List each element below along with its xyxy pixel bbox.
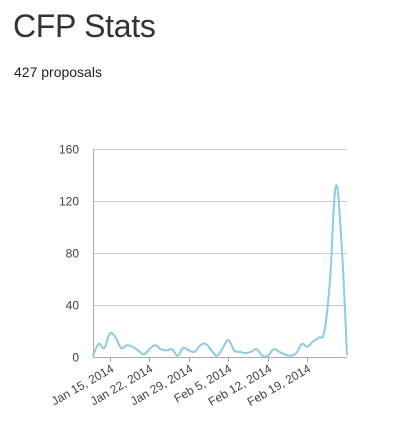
grid-layer xyxy=(93,149,347,306)
axis-layer xyxy=(93,149,347,362)
y-tick-label-160: 160 xyxy=(59,143,79,157)
proposal-count: 427 proposals xyxy=(14,64,102,80)
y-tick-label-80: 80 xyxy=(66,247,80,261)
y-tick-label-0: 0 xyxy=(72,351,79,365)
series-line-0 xyxy=(92,184,348,358)
y-tick-label-120: 120 xyxy=(59,195,79,209)
series-layer xyxy=(92,184,348,358)
page-title: CFP Stats xyxy=(13,8,156,44)
y-tick-label-40: 40 xyxy=(66,299,80,313)
